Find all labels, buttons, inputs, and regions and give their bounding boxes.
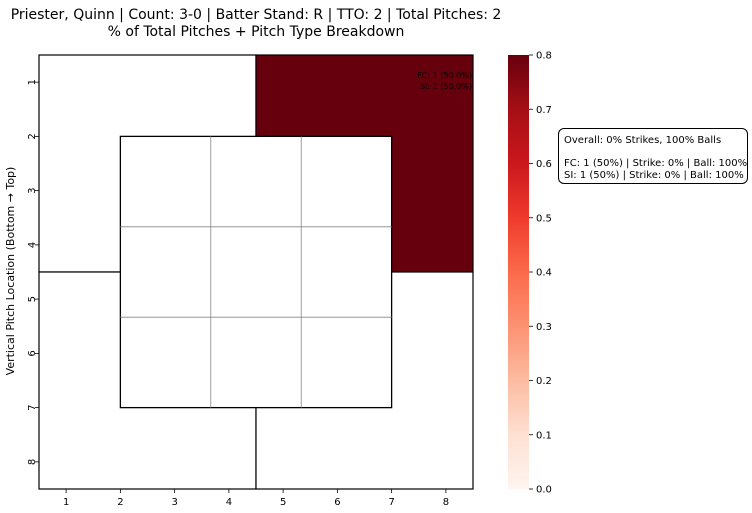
x-tick-label: 1 — [63, 497, 69, 508]
y-tick-label: 3 — [27, 187, 38, 193]
y-tick-label: 7 — [27, 404, 38, 410]
x-tick-label: 4 — [226, 497, 232, 508]
colorbar-tick-label: 0.2 — [536, 376, 552, 387]
summary-overall: Overall: 0% Strikes, 100% Balls — [564, 135, 722, 146]
summary-box: Overall: 0% Strikes, 100% Balls FC: 1 (5… — [558, 128, 748, 184]
colorbar-ticks: 0.0 0.1 0.2 0.3 0.4 0.5 0.6 0.7 0.8 — [529, 51, 552, 496]
colorbar-tick-label: 0.0 — [536, 485, 552, 496]
x-axis-ticks: 1 2 3 4 5 6 7 8 — [63, 489, 449, 508]
colorbar-tick-label: 0.3 — [536, 322, 552, 333]
chart-subtitle: % of Total Pitches + Pitch Type Breakdow… — [108, 24, 405, 40]
colorbar-tick-label: 0.7 — [536, 105, 552, 116]
x-tick-label: 7 — [388, 497, 394, 508]
y-tick-label: 5 — [27, 296, 38, 302]
annotations-layer: FC: 1 (50.0%) SI: 1 (50.0%) — [417, 71, 472, 91]
y-axis-ticks: 1 2 3 4 5 6 7 8 — [27, 79, 39, 465]
colorbar-tick-label: 0.8 — [536, 51, 552, 62]
y-tick-label: 1 — [27, 79, 38, 85]
x-tick-label: 2 — [117, 497, 123, 508]
strike-zone — [119, 135, 393, 409]
x-tick-label: 6 — [334, 497, 340, 508]
chart-title: Priester, Quinn | Count: 3-0 | Batter St… — [11, 7, 502, 23]
x-tick-label: 8 — [443, 497, 449, 508]
x-tick-label: 3 — [171, 497, 177, 508]
colorbar-tick-label: 0.4 — [536, 268, 552, 279]
y-axis-label: Vertical Pitch Location (Bottom → Top) — [4, 167, 17, 376]
zone-annotation: FC: 1 (50.0%) — [417, 71, 472, 80]
zone-annotation: SI: 1 (50.0%) — [420, 82, 472, 91]
y-tick-label: 6 — [27, 350, 38, 356]
colorbar-tick-label: 0.1 — [536, 430, 552, 441]
colorbar — [508, 55, 529, 489]
y-tick-label: 2 — [27, 133, 38, 139]
y-tick-label: 4 — [27, 242, 38, 248]
colorbar-tick-label: 0.6 — [536, 159, 552, 170]
colorbar-tick-label: 0.5 — [536, 213, 552, 224]
x-tick-label: 5 — [280, 497, 286, 508]
summary-line-si: SI: 1 (50%) | Strike: 0% | Ball: 100% — [564, 170, 744, 181]
y-tick-label: 8 — [27, 459, 38, 465]
strike-zone-box — [119, 135, 393, 409]
summary-line-fc: FC: 1 (50%) | Strike: 0% | Ball: 100% — [564, 157, 748, 169]
